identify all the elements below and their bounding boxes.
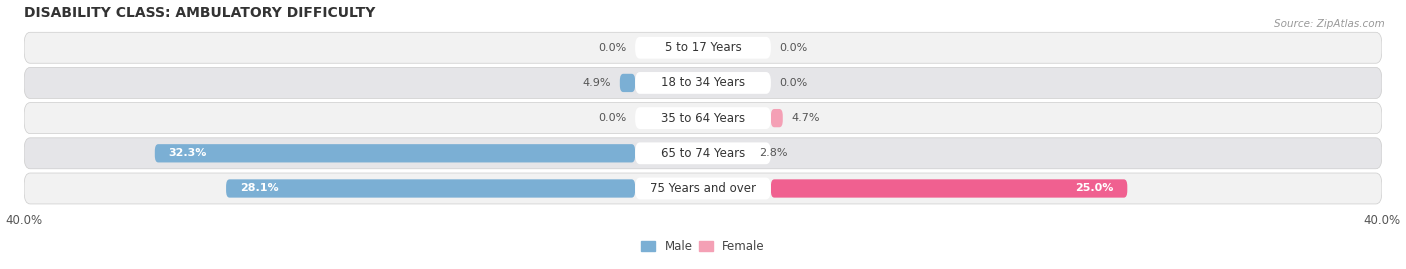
FancyBboxPatch shape	[24, 173, 1382, 204]
FancyBboxPatch shape	[636, 72, 770, 94]
Text: Source: ZipAtlas.com: Source: ZipAtlas.com	[1274, 19, 1385, 29]
Text: 32.3%: 32.3%	[169, 148, 207, 158]
Text: 35 to 64 Years: 35 to 64 Years	[661, 112, 745, 125]
FancyBboxPatch shape	[24, 68, 1382, 98]
FancyBboxPatch shape	[24, 32, 1382, 63]
Text: 4.9%: 4.9%	[583, 78, 612, 88]
FancyBboxPatch shape	[24, 103, 1382, 134]
FancyBboxPatch shape	[636, 107, 770, 129]
Text: 0.0%: 0.0%	[599, 113, 627, 123]
FancyBboxPatch shape	[24, 138, 1382, 169]
Text: 75 Years and over: 75 Years and over	[650, 182, 756, 195]
FancyBboxPatch shape	[636, 142, 770, 164]
Text: 18 to 34 Years: 18 to 34 Years	[661, 76, 745, 89]
Text: 0.0%: 0.0%	[599, 43, 627, 53]
Legend: Male, Female: Male, Female	[637, 235, 769, 258]
FancyBboxPatch shape	[770, 109, 783, 127]
Text: 65 to 74 Years: 65 to 74 Years	[661, 147, 745, 160]
FancyBboxPatch shape	[636, 178, 770, 199]
Text: 28.1%: 28.1%	[239, 183, 278, 193]
Text: 5 to 17 Years: 5 to 17 Years	[665, 41, 741, 54]
FancyBboxPatch shape	[770, 179, 1128, 198]
FancyBboxPatch shape	[636, 37, 770, 59]
Text: 25.0%: 25.0%	[1076, 183, 1114, 193]
Text: 0.0%: 0.0%	[779, 43, 807, 53]
Text: 4.7%: 4.7%	[792, 113, 820, 123]
Text: 2.8%: 2.8%	[759, 148, 787, 158]
Text: DISABILITY CLASS: AMBULATORY DIFFICULTY: DISABILITY CLASS: AMBULATORY DIFFICULTY	[24, 6, 375, 20]
Text: 0.0%: 0.0%	[779, 78, 807, 88]
FancyBboxPatch shape	[620, 74, 636, 92]
FancyBboxPatch shape	[226, 179, 636, 198]
FancyBboxPatch shape	[155, 144, 636, 162]
